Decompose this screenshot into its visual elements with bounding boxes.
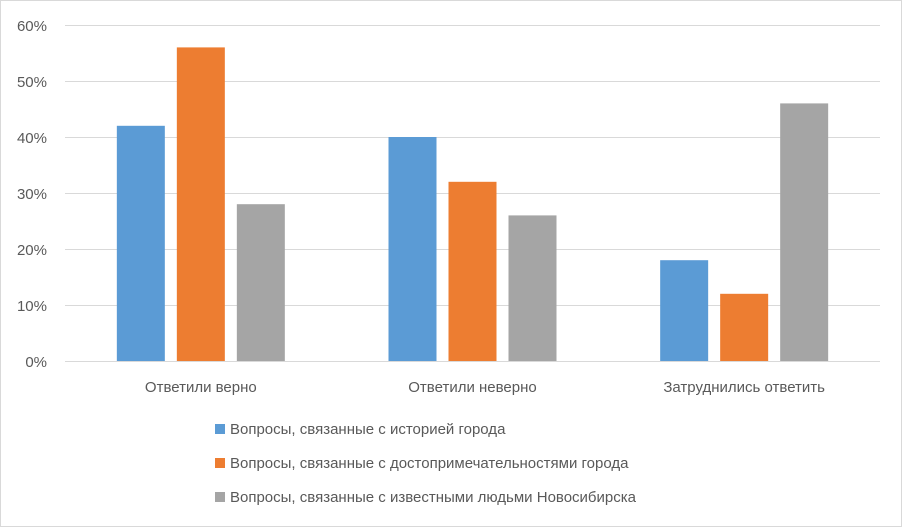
y-tick-label: 20% — [17, 242, 47, 259]
y-tick-label: 0% — [25, 354, 47, 371]
legend-label: Вопросы, связанные с известными людьми Н… — [230, 489, 637, 506]
bar — [448, 181, 497, 361]
bar — [508, 215, 557, 361]
x-tick-label: Затруднились ответить — [663, 379, 825, 396]
x-tick-label: Ответили верно — [145, 379, 257, 396]
legend-swatch — [215, 424, 225, 434]
y-tick-label: 30% — [17, 186, 47, 203]
y-tick-label: 10% — [17, 298, 47, 315]
bar — [116, 125, 165, 361]
bar — [720, 293, 769, 361]
legend-label: Вопросы, связанные с достопримечательнос… — [230, 455, 629, 472]
bar — [176, 47, 225, 362]
bar — [660, 260, 709, 361]
bar — [780, 103, 829, 362]
y-tick-label: 60% — [17, 18, 47, 35]
legend-swatch — [215, 492, 225, 502]
y-tick-label: 50% — [17, 74, 47, 91]
y-tick-label: 40% — [17, 130, 47, 147]
legend-swatch — [215, 458, 225, 468]
x-tick-label: Ответили неверно — [408, 379, 536, 396]
legend-label: Вопросы, связанные с историей города — [230, 421, 506, 438]
bar — [236, 204, 285, 361]
bar — [388, 137, 437, 361]
